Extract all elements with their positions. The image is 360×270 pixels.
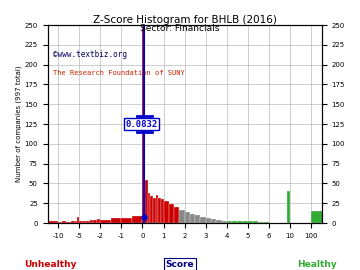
Bar — [83, 221, 86, 223]
Bar — [62, 221, 67, 223]
Bar — [216, 220, 221, 223]
Text: Score: Score — [166, 260, 194, 269]
Text: The Research Foundation of SUNY: The Research Foundation of SUNY — [53, 69, 185, 76]
Bar — [190, 214, 195, 223]
Title: Z-Score Histogram for BHLB (2016): Z-Score Histogram for BHLB (2016) — [93, 15, 276, 25]
Bar — [243, 221, 248, 223]
Bar — [227, 221, 232, 223]
Bar — [93, 220, 97, 223]
Bar — [145, 180, 148, 223]
Bar — [163, 201, 169, 223]
Bar — [37, 221, 58, 223]
Text: Sector: Financials: Sector: Financials — [140, 24, 220, 33]
Bar — [179, 210, 185, 223]
Bar — [75, 221, 77, 223]
Bar — [288, 191, 290, 223]
Bar — [58, 222, 62, 223]
Bar — [71, 221, 75, 223]
Bar — [232, 221, 237, 223]
Bar — [132, 216, 143, 223]
Bar — [90, 220, 93, 223]
Bar — [311, 211, 332, 223]
Bar — [264, 222, 269, 223]
Text: Unhealthy: Unhealthy — [24, 260, 77, 269]
Bar — [258, 222, 264, 223]
Bar — [150, 196, 153, 223]
Bar — [158, 198, 161, 223]
Bar — [77, 217, 79, 223]
Bar — [211, 219, 216, 223]
Bar — [221, 221, 227, 223]
Bar — [161, 199, 163, 223]
Bar — [253, 221, 258, 223]
Bar — [201, 217, 206, 223]
Bar — [269, 222, 270, 223]
Text: 0.0832: 0.0832 — [125, 120, 157, 129]
Bar — [86, 221, 90, 223]
Bar — [79, 221, 83, 223]
Bar — [121, 218, 132, 223]
Bar — [148, 193, 150, 223]
Bar — [169, 204, 174, 223]
Bar — [111, 218, 121, 223]
Bar — [174, 207, 179, 223]
Y-axis label: Number of companies (997 total): Number of companies (997 total) — [15, 66, 22, 182]
Text: ©www.textbiz.org: ©www.textbiz.org — [53, 50, 127, 59]
Bar — [67, 222, 71, 223]
Bar — [153, 198, 156, 223]
Bar — [237, 221, 243, 223]
Bar — [248, 221, 253, 223]
Bar — [97, 219, 100, 223]
Bar — [185, 212, 190, 223]
Bar — [156, 195, 158, 223]
Bar — [143, 26, 145, 223]
Bar — [100, 220, 111, 223]
Bar — [206, 218, 211, 223]
Text: Healthy: Healthy — [297, 260, 337, 269]
Bar — [195, 215, 201, 223]
